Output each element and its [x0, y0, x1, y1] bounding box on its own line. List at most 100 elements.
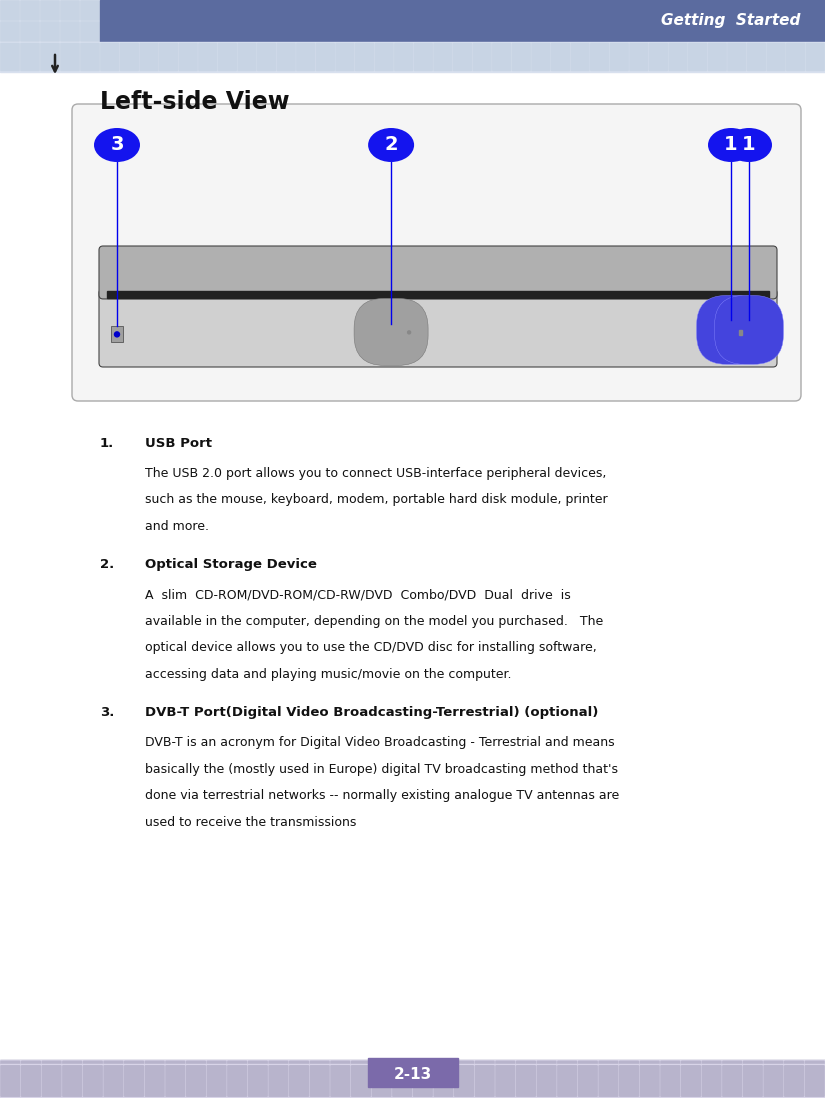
FancyBboxPatch shape [198, 43, 218, 71]
Bar [738, 330, 742, 335]
FancyBboxPatch shape [186, 1061, 206, 1086]
Text: 1: 1 [742, 135, 756, 155]
FancyBboxPatch shape [433, 1065, 454, 1097]
FancyBboxPatch shape [660, 1061, 681, 1086]
FancyBboxPatch shape [165, 1065, 186, 1097]
FancyBboxPatch shape [276, 43, 296, 71]
FancyBboxPatch shape [82, 1061, 103, 1086]
FancyBboxPatch shape [82, 1065, 103, 1097]
FancyBboxPatch shape [248, 1061, 268, 1086]
FancyBboxPatch shape [492, 43, 512, 71]
FancyBboxPatch shape [536, 1065, 557, 1097]
FancyBboxPatch shape [0, 43, 20, 71]
Ellipse shape [726, 128, 772, 163]
FancyBboxPatch shape [268, 1065, 289, 1097]
FancyBboxPatch shape [722, 1061, 742, 1086]
Text: accessing data and playing music/movie on the computer.: accessing data and playing music/movie o… [145, 668, 512, 681]
FancyBboxPatch shape [724, 320, 738, 341]
FancyBboxPatch shape [454, 1065, 474, 1097]
FancyBboxPatch shape [786, 43, 805, 71]
Text: 1: 1 [724, 135, 738, 155]
FancyBboxPatch shape [742, 320, 757, 341]
FancyBboxPatch shape [590, 43, 610, 71]
FancyBboxPatch shape [412, 1065, 433, 1097]
FancyBboxPatch shape [727, 43, 747, 71]
FancyBboxPatch shape [238, 43, 257, 71]
FancyBboxPatch shape [40, 0, 59, 21]
FancyBboxPatch shape [516, 1065, 536, 1097]
FancyBboxPatch shape [570, 43, 590, 71]
Bar [107, 291, 769, 298]
FancyBboxPatch shape [60, 21, 80, 42]
Text: 2-13: 2-13 [394, 1067, 431, 1082]
FancyBboxPatch shape [0, 0, 20, 21]
Text: A  slim  CD-ROM/DVD-ROM/CD-RW/DVD  Combo/DVD  Dual  drive  is: A slim CD-ROM/DVD-ROM/CD-RW/DVD Combo/DV… [145, 589, 571, 602]
FancyBboxPatch shape [144, 1065, 165, 1097]
FancyBboxPatch shape [99, 289, 777, 367]
FancyBboxPatch shape [289, 1065, 309, 1097]
FancyBboxPatch shape [681, 1061, 701, 1086]
FancyBboxPatch shape [681, 1065, 701, 1097]
FancyBboxPatch shape [139, 43, 158, 71]
FancyBboxPatch shape [206, 1065, 227, 1097]
FancyBboxPatch shape [474, 1061, 495, 1086]
FancyBboxPatch shape [41, 1061, 62, 1086]
FancyBboxPatch shape [268, 1061, 289, 1086]
FancyBboxPatch shape [557, 1061, 577, 1086]
FancyBboxPatch shape [0, 21, 20, 42]
FancyBboxPatch shape [668, 43, 688, 71]
FancyBboxPatch shape [316, 43, 335, 71]
FancyBboxPatch shape [21, 1061, 41, 1086]
FancyBboxPatch shape [368, 324, 414, 341]
FancyBboxPatch shape [392, 1065, 412, 1097]
FancyBboxPatch shape [159, 43, 178, 71]
FancyBboxPatch shape [40, 21, 59, 42]
FancyBboxPatch shape [178, 43, 198, 71]
FancyBboxPatch shape [578, 1065, 598, 1097]
FancyBboxPatch shape [412, 1061, 433, 1086]
FancyBboxPatch shape [648, 43, 668, 71]
FancyBboxPatch shape [218, 43, 237, 71]
FancyBboxPatch shape [103, 1065, 124, 1097]
FancyBboxPatch shape [696, 295, 766, 365]
FancyBboxPatch shape [60, 0, 80, 21]
Bar [111, 326, 123, 343]
FancyBboxPatch shape [144, 1061, 165, 1086]
Text: Optical Storage Device: Optical Storage Device [145, 559, 317, 571]
FancyBboxPatch shape [536, 1061, 557, 1086]
FancyBboxPatch shape [805, 43, 825, 71]
Ellipse shape [94, 128, 140, 163]
FancyBboxPatch shape [708, 43, 727, 71]
Text: such as the mouse, keyboard, modem, portable hard disk module, printer: such as the mouse, keyboard, modem, port… [145, 493, 608, 506]
FancyBboxPatch shape [742, 1065, 763, 1097]
FancyBboxPatch shape [557, 1065, 577, 1097]
FancyBboxPatch shape [660, 1065, 681, 1097]
FancyBboxPatch shape [309, 1061, 330, 1086]
FancyBboxPatch shape [375, 43, 394, 71]
FancyBboxPatch shape [99, 246, 777, 299]
Text: available in the computer, depending on the model you purchased.   The: available in the computer, depending on … [145, 615, 603, 628]
FancyBboxPatch shape [701, 1065, 722, 1097]
Text: optical device allows you to use the CD/DVD disc for installing software,: optical device allows you to use the CD/… [145, 641, 596, 654]
FancyBboxPatch shape [516, 1061, 536, 1086]
FancyBboxPatch shape [351, 1065, 371, 1097]
Text: basically the (mostly used in Europe) digital TV broadcasting method that's: basically the (mostly used in Europe) di… [145, 763, 618, 776]
Text: 3: 3 [111, 135, 124, 155]
FancyBboxPatch shape [20, 0, 40, 21]
FancyBboxPatch shape [413, 43, 433, 71]
FancyBboxPatch shape [103, 1061, 124, 1086]
FancyBboxPatch shape [289, 1061, 309, 1086]
FancyBboxPatch shape [392, 1061, 412, 1086]
FancyBboxPatch shape [186, 1065, 206, 1097]
FancyBboxPatch shape [619, 1061, 639, 1086]
FancyBboxPatch shape [120, 43, 139, 71]
FancyBboxPatch shape [763, 1061, 784, 1086]
FancyBboxPatch shape [330, 1061, 351, 1086]
FancyBboxPatch shape [531, 43, 550, 71]
FancyBboxPatch shape [639, 1065, 660, 1097]
Text: and more.: and more. [145, 520, 209, 533]
FancyBboxPatch shape [629, 43, 648, 71]
FancyBboxPatch shape [0, 1061, 21, 1086]
FancyBboxPatch shape [722, 1065, 742, 1097]
FancyBboxPatch shape [512, 43, 531, 71]
